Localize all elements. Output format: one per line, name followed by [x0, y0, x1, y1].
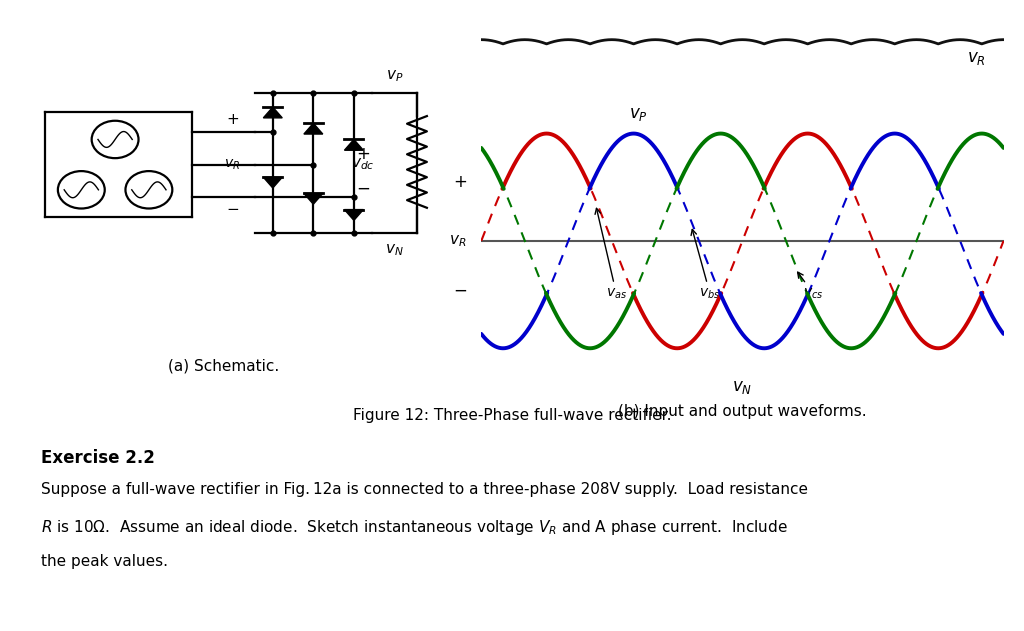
- Text: $v_P$: $v_P$: [629, 105, 647, 123]
- Text: $v_N$: $v_N$: [732, 379, 753, 396]
- Text: Exercise 2.2: Exercise 2.2: [41, 449, 155, 467]
- Text: (a) Schematic.: (a) Schematic.: [168, 358, 279, 373]
- Text: Suppose a full-wave rectifier in Fig. 12a is connected to a three-phase 208V sup: Suppose a full-wave rectifier in Fig. 12…: [41, 482, 808, 497]
- Text: $v_{as}$: $v_{as}$: [595, 208, 627, 301]
- Text: $v_R$: $v_R$: [224, 157, 241, 172]
- Text: $-$: $-$: [355, 179, 370, 197]
- Text: (b) Input and output waveforms.: (b) Input and output waveforms.: [618, 404, 866, 419]
- Text: $v_{bs}$: $v_{bs}$: [691, 230, 721, 301]
- Text: $v_R$: $v_R$: [450, 233, 467, 249]
- Text: $-$: $-$: [453, 280, 467, 298]
- Polygon shape: [304, 123, 323, 134]
- Text: $v_P$: $v_P$: [386, 68, 403, 84]
- Text: $v_{dc}$: $v_{dc}$: [351, 156, 375, 172]
- Polygon shape: [263, 107, 283, 118]
- Text: $v_R$: $v_R$: [967, 49, 986, 68]
- Polygon shape: [344, 209, 364, 220]
- Text: $v_N$: $v_N$: [385, 242, 403, 257]
- Text: $+$: $+$: [356, 145, 370, 163]
- Text: $+$: $+$: [225, 112, 239, 127]
- Text: $-$: $-$: [225, 200, 239, 215]
- Text: Figure 12: Three-Phase full-wave rectifier.: Figure 12: Three-Phase full-wave rectifi…: [352, 408, 672, 423]
- Polygon shape: [344, 139, 364, 150]
- Polygon shape: [263, 177, 283, 188]
- Text: $v_{cs}$: $v_{cs}$: [798, 272, 824, 301]
- Text: $+$: $+$: [453, 173, 467, 191]
- Text: $R$ is 10$\Omega$.  Assume an ideal diode.  Sketch instantaneous voltage $V_R$ a: $R$ is 10$\Omega$. Assume an ideal diode…: [41, 518, 787, 538]
- Polygon shape: [304, 193, 323, 204]
- Text: the peak values.: the peak values.: [41, 554, 168, 569]
